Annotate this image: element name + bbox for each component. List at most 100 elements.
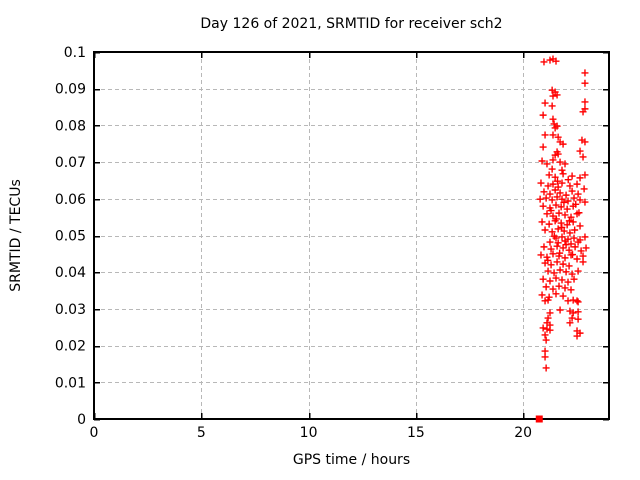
data-point <box>557 203 565 211</box>
data-point <box>560 198 568 206</box>
data-point <box>573 332 581 340</box>
data-point <box>579 258 587 266</box>
data-point <box>542 194 550 202</box>
data-point <box>581 233 589 241</box>
data-point <box>569 251 577 259</box>
data-point <box>561 254 569 262</box>
tick-labels: 0 5 10 15 20 0 0.01 0.02 0.03 0.04 0.05 0.06 0.07 0.0… <box>55 45 532 441</box>
data-point <box>562 241 570 249</box>
x-tick-label: 15 <box>407 425 425 441</box>
data-point <box>544 296 552 304</box>
data-point <box>581 198 589 206</box>
data-point <box>539 202 547 210</box>
y-tick-label: 0.01 <box>55 375 86 391</box>
data-point <box>561 160 569 168</box>
data-point <box>548 228 556 236</box>
x-tick-label: 0 <box>90 425 99 441</box>
data-point <box>571 243 579 251</box>
data-point <box>541 99 549 107</box>
data-point <box>556 266 564 274</box>
data-point <box>561 237 569 245</box>
data-point <box>564 297 572 305</box>
y-tick-label: 0 <box>77 412 86 428</box>
chart-title: Day 126 of 2021, SRMTID for receiver sch… <box>200 16 503 32</box>
data-point <box>540 188 548 196</box>
data-point <box>558 223 566 231</box>
data-point <box>579 108 587 116</box>
data-point <box>564 197 572 205</box>
data-point <box>556 158 564 166</box>
data-point <box>539 324 547 332</box>
data-point <box>565 262 573 270</box>
data-point <box>548 102 556 110</box>
data-point <box>551 173 559 181</box>
data-point <box>542 364 550 372</box>
data-point <box>574 267 582 275</box>
data-point <box>537 179 545 187</box>
y-tick-label: 0.02 <box>55 339 86 355</box>
data-point <box>576 147 584 155</box>
data-point <box>558 166 566 174</box>
data-point <box>538 291 546 299</box>
data-point <box>544 256 552 264</box>
y-tick-label: 0.06 <box>55 192 86 208</box>
data-point <box>574 315 582 323</box>
data-point <box>580 185 588 193</box>
data-point <box>564 176 572 184</box>
data-point <box>569 309 577 317</box>
data-point <box>572 200 580 208</box>
data-point <box>556 189 564 197</box>
data-point <box>581 138 589 146</box>
data-point <box>550 232 558 240</box>
y-tick-label: 0.08 <box>55 118 86 134</box>
data-point <box>553 258 561 266</box>
y-tick-label: 0.04 <box>55 265 86 281</box>
data-point <box>555 209 563 217</box>
data-point <box>546 326 554 334</box>
data-point <box>559 170 567 178</box>
data-point <box>545 171 553 179</box>
data-point <box>541 353 549 361</box>
data-point <box>571 226 579 234</box>
data-point <box>547 207 555 215</box>
series-zero-marker <box>535 415 543 423</box>
data-point <box>549 250 557 258</box>
data-point <box>541 131 549 139</box>
data-point <box>577 247 585 255</box>
data-point <box>549 92 557 100</box>
data-point <box>539 111 547 119</box>
data-point <box>568 172 576 180</box>
data-point <box>546 309 554 317</box>
data-point <box>581 69 589 77</box>
data-point <box>548 196 556 204</box>
data-point <box>545 220 553 228</box>
data-point <box>559 292 567 300</box>
data-point <box>581 171 589 179</box>
data-point <box>544 314 552 322</box>
x-tick-label: 5 <box>197 425 206 441</box>
data-point <box>574 298 582 306</box>
data-point <box>579 252 587 260</box>
data-point <box>541 331 549 339</box>
data-point <box>574 308 582 316</box>
data-point <box>552 201 560 209</box>
data-point <box>581 98 589 106</box>
data-point <box>546 238 554 246</box>
data-point <box>548 165 556 173</box>
data-point <box>538 218 546 226</box>
data-point <box>566 319 574 327</box>
data-point <box>541 347 549 355</box>
data-point <box>566 182 574 190</box>
data-point <box>561 284 569 292</box>
data-point <box>552 215 560 223</box>
data-point <box>567 240 575 248</box>
data-point <box>541 226 549 234</box>
y-tick-label: 0.05 <box>55 229 86 245</box>
data-point <box>555 282 563 290</box>
data-point <box>568 314 576 322</box>
data-point <box>560 227 568 235</box>
data-point <box>551 186 559 194</box>
data-point <box>554 225 562 233</box>
